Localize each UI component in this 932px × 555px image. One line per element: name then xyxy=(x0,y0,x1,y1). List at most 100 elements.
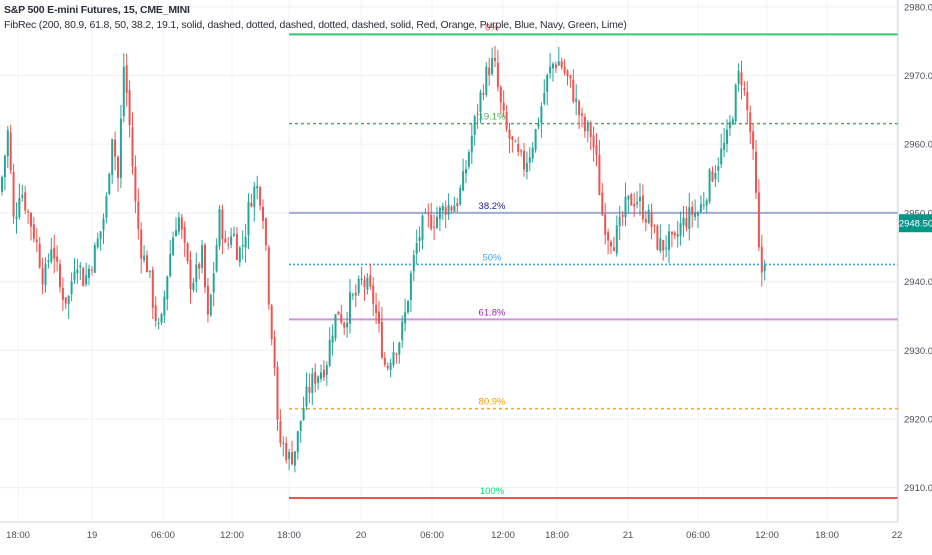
price-badge-label: 2948.50 xyxy=(899,219,932,230)
candle-body xyxy=(714,173,717,180)
candle-body xyxy=(337,311,340,315)
candle-body xyxy=(204,244,206,288)
indicator-label[interactable]: FibRec (200, 80.9, 61.8, 50, 38.2, 19.1,… xyxy=(4,19,627,31)
candle-body xyxy=(209,294,212,316)
candle-body xyxy=(720,148,723,165)
candle-body xyxy=(108,173,111,195)
candle-body xyxy=(35,239,38,243)
candle-body xyxy=(346,322,349,328)
candle-body xyxy=(1,177,3,192)
candle-body xyxy=(456,203,459,206)
candle-body xyxy=(482,93,485,95)
candle-body xyxy=(328,339,331,366)
candle-body xyxy=(699,204,702,213)
candle-body xyxy=(233,233,235,236)
candle-body xyxy=(279,421,282,444)
candle-body xyxy=(546,74,549,93)
candle-body xyxy=(697,213,699,216)
candle-body xyxy=(250,202,253,207)
candle-body xyxy=(404,312,407,324)
candle-body xyxy=(53,247,56,259)
candle-body xyxy=(473,116,476,135)
candle-body xyxy=(15,216,18,219)
fib-label: 61.8% xyxy=(479,307,506,318)
candle-body xyxy=(610,242,612,247)
candle-body xyxy=(308,387,311,393)
candle-body xyxy=(459,188,462,204)
candle-body xyxy=(583,116,586,132)
candle-body xyxy=(543,92,546,104)
candle-body xyxy=(702,204,705,206)
candle-body xyxy=(380,321,383,358)
candle-body xyxy=(537,124,540,127)
candle-body xyxy=(262,206,264,221)
candle-body xyxy=(111,138,114,175)
price-badge xyxy=(899,214,932,233)
candle-body xyxy=(125,65,128,93)
candle-body xyxy=(360,278,363,280)
candle-body xyxy=(636,202,639,205)
candle-body xyxy=(508,129,511,139)
candle-body xyxy=(592,135,595,148)
candle-body xyxy=(688,207,691,229)
candle-body xyxy=(195,264,198,282)
candle-body xyxy=(131,127,134,167)
candle-body xyxy=(421,215,424,240)
candle-body xyxy=(160,314,163,323)
candle-body xyxy=(334,314,337,339)
fib-label: 0% xyxy=(485,22,499,33)
candle-body xyxy=(755,151,757,193)
candle-body xyxy=(79,265,82,268)
candle-body xyxy=(154,305,157,322)
candle-body xyxy=(76,269,79,274)
candle-body xyxy=(320,372,322,379)
candle-body xyxy=(612,247,615,252)
candle-body xyxy=(505,111,508,130)
fib-label: 38.2% xyxy=(479,201,506,212)
candle-body xyxy=(723,143,726,150)
candle-body xyxy=(659,238,662,251)
candle-body xyxy=(528,157,531,163)
candle-body xyxy=(566,70,569,76)
candle-body xyxy=(749,112,752,133)
candle-body xyxy=(444,207,447,215)
candle-body xyxy=(673,232,676,236)
candle-body xyxy=(705,200,708,206)
candle-body xyxy=(224,238,227,243)
candle-body xyxy=(534,129,537,150)
candle-body xyxy=(641,195,644,220)
candle-body xyxy=(668,231,670,250)
candle-body xyxy=(763,264,766,271)
candle-body xyxy=(105,196,108,218)
candle-body xyxy=(212,273,215,293)
candle-body xyxy=(433,226,436,229)
x-tick-label: 12:00 xyxy=(755,530,779,541)
candle-body xyxy=(618,216,621,227)
candle-body xyxy=(293,451,296,466)
candle-body xyxy=(569,75,572,79)
x-tick-label: 19 xyxy=(87,530,98,541)
candle-body xyxy=(372,285,375,304)
candle-body xyxy=(172,237,175,256)
candle-body xyxy=(491,58,494,74)
candle-body xyxy=(598,154,601,196)
candle-body xyxy=(322,369,325,378)
candle-body xyxy=(340,314,343,323)
candle-body xyxy=(691,206,694,216)
candle-body xyxy=(27,211,30,213)
candle-body xyxy=(88,268,90,278)
candle-body xyxy=(90,269,93,271)
candle-body xyxy=(441,205,444,211)
candle-body xyxy=(169,253,172,277)
candle-body xyxy=(436,216,438,228)
candle-body xyxy=(752,131,755,150)
candle-body xyxy=(378,311,380,324)
candle-body xyxy=(311,373,314,394)
candle-body xyxy=(70,281,73,295)
candle-body xyxy=(102,218,105,230)
candle-body xyxy=(259,187,262,206)
candle-body xyxy=(554,64,557,68)
candle-body xyxy=(114,139,117,157)
